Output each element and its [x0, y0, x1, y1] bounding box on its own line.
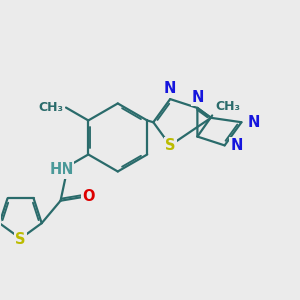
Text: N: N [61, 162, 73, 177]
Text: N: N [164, 81, 176, 96]
Text: N: N [192, 90, 204, 105]
Text: N: N [230, 138, 243, 153]
Text: O: O [82, 189, 95, 204]
Text: CH₃: CH₃ [39, 101, 64, 114]
Text: S: S [15, 232, 26, 247]
Text: CH₃: CH₃ [215, 100, 240, 113]
Text: S: S [165, 138, 175, 153]
Text: H: H [50, 162, 62, 177]
Text: N: N [247, 115, 260, 130]
